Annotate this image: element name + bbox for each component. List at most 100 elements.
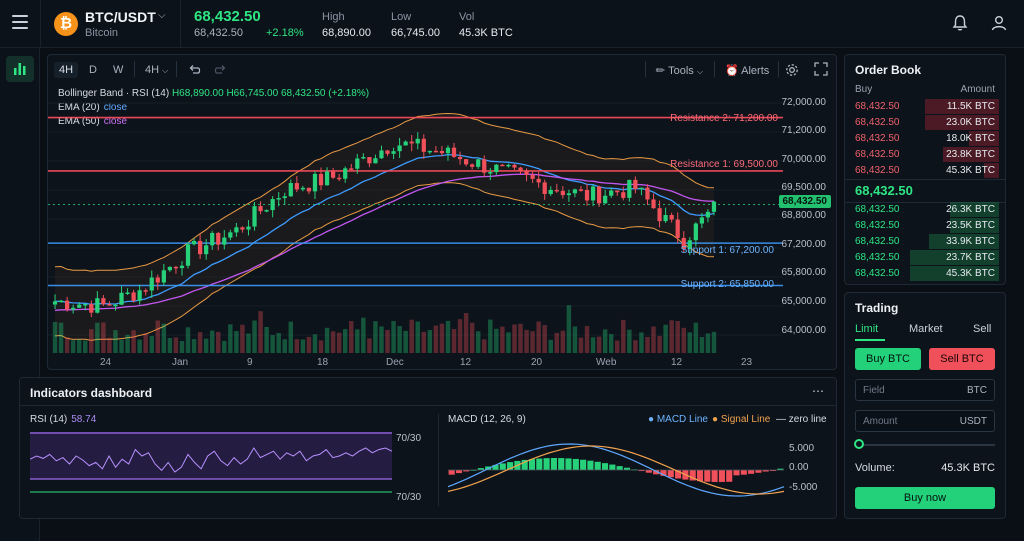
volume-bar	[445, 320, 451, 353]
macd-histogram-bar	[777, 468, 784, 470]
ask-row[interactable]: 68,432.50 23.0K BTC	[845, 115, 1005, 130]
volume-bar	[657, 335, 662, 353]
macd-line-label: MACD Line	[656, 414, 708, 425]
ema50-legend[interactable]: EMA (50) close	[58, 116, 127, 127]
chevron-down-icon[interactable]: ⌵	[158, 10, 166, 21]
ema20-suffix: close	[103, 102, 128, 113]
tools-button[interactable]: ✎ Tools ⌵	[651, 62, 708, 79]
stat-high-value: 68,890.00	[322, 27, 371, 39]
volume-bar	[306, 336, 312, 353]
candle-body	[657, 208, 662, 222]
bid-row[interactable]: 68,432.50 45.3K BTC	[845, 266, 1005, 281]
volume-bar	[167, 337, 173, 353]
volume-bar	[693, 322, 699, 353]
volume-bar	[64, 337, 70, 353]
alerts-button[interactable]: ⏰ Alerts	[720, 62, 774, 79]
bid-price: 68,432.50	[855, 204, 900, 215]
macd-histogram-bar	[675, 470, 682, 479]
amount-field[interactable]: Amount USDT	[855, 410, 995, 432]
divider	[845, 179, 1005, 203]
divider	[180, 0, 181, 48]
candle-body	[506, 164, 511, 167]
ema20-legend[interactable]: EMA (20) close	[58, 102, 127, 113]
candle-body	[566, 193, 572, 196]
volume-bar	[58, 322, 64, 353]
candle-body	[421, 138, 426, 152]
undo-icon[interactable]	[187, 63, 201, 77]
timeframe-w[interactable]: W	[113, 64, 124, 76]
volume-bar	[143, 333, 148, 353]
volume-bar	[433, 325, 439, 353]
bid-amount: 23.7K BTC	[946, 252, 995, 263]
volume-slider-track[interactable]	[859, 444, 995, 446]
volume-bar	[149, 335, 154, 353]
fullscreen-icon[interactable]	[814, 62, 828, 76]
ask-price: 68,432.50	[855, 101, 900, 112]
volume-bar	[276, 333, 281, 353]
volume-bar	[258, 311, 263, 353]
pair-selector[interactable]: BTC/USDT	[85, 9, 156, 25]
volume-bar	[294, 339, 300, 353]
bid-row[interactable]: 68,432.50 23.7K BTC	[845, 250, 1005, 265]
menu-icon[interactable]	[12, 15, 28, 29]
rsi-chart[interactable]	[30, 432, 428, 508]
candle-body	[234, 227, 239, 233]
timeframe-d[interactable]: D	[89, 64, 97, 76]
current-price-tag: 68,432.50	[778, 195, 831, 208]
stat-low-value: 66,745.00	[391, 27, 440, 39]
more-options-icon[interactable]: ⋯	[812, 384, 824, 398]
candle-body	[409, 141, 414, 144]
buy-btc-button[interactable]: Buy BTC	[855, 348, 921, 370]
candle-body	[173, 266, 179, 269]
redo-icon[interactable]	[214, 63, 228, 77]
buy-now-button[interactable]: Buy now	[855, 487, 995, 509]
sell-btc-button[interactable]: Sell BTC	[929, 348, 995, 370]
ask-row[interactable]: 68,432.50 45.3K BTC	[845, 163, 1005, 178]
ask-row[interactable]: 68,432.50 11.5K BTC	[845, 99, 1005, 114]
ask-row[interactable]: 68,432.50 18.0K BTC	[845, 131, 1005, 146]
bid-row[interactable]: 68,432.50 23.5K BTC	[845, 218, 1005, 233]
price-field[interactable]: Field BTC	[855, 379, 995, 401]
bid-row[interactable]: 68,432.50 33.9K BTC	[845, 234, 1005, 249]
candle-body	[681, 237, 686, 249]
bid-depth-bar	[929, 234, 999, 249]
ask-row[interactable]: 68,432.50 23.8K BTC	[845, 147, 1005, 162]
ema50-label: EMA (50)	[58, 116, 100, 127]
macd-chart[interactable]	[448, 432, 824, 508]
volume-bar	[584, 326, 590, 353]
interval-dropdown[interactable]: 4H ⌵	[140, 62, 173, 78]
tab-limit[interactable]: Limit	[855, 323, 879, 335]
rail-chart-button[interactable]	[6, 56, 34, 82]
volume-bar	[355, 329, 360, 353]
candle-body	[476, 159, 481, 167]
stat-vol-label: Vol	[459, 11, 475, 23]
candle-body	[191, 240, 197, 245]
macd-histogram-bar	[507, 462, 514, 470]
bell-icon[interactable]	[951, 14, 969, 32]
candlestick-chart[interactable]	[48, 83, 783, 353]
macd-histogram-bar	[755, 470, 762, 473]
volume-bar	[385, 330, 390, 353]
volume-bar	[578, 337, 584, 353]
volume-bar	[391, 321, 396, 353]
user-icon[interactable]	[990, 14, 1008, 32]
macd-histogram-bar	[645, 470, 652, 473]
candle-body	[445, 147, 451, 154]
volume-bar	[191, 339, 197, 353]
volume-bar	[131, 330, 136, 353]
timeframe-4h[interactable]: 4H	[54, 62, 79, 78]
volume-bar	[330, 331, 336, 353]
tab-market[interactable]: Market	[909, 323, 943, 335]
macd-histogram-bar	[558, 458, 565, 470]
candle-body	[542, 182, 547, 194]
x-tick-label: 12	[460, 357, 472, 368]
volume-bar	[566, 305, 572, 353]
volume-bar	[270, 335, 275, 353]
volume-slider-handle[interactable]	[854, 439, 864, 449]
bid-row[interactable]: 68,432.50 26.3K BTC	[845, 202, 1005, 217]
candle-body	[83, 304, 88, 306]
volume-bar	[645, 336, 650, 353]
tab-sell[interactable]: Sell	[973, 323, 992, 335]
gear-icon[interactable]	[784, 62, 800, 78]
x-tick-label: 20	[531, 357, 543, 368]
